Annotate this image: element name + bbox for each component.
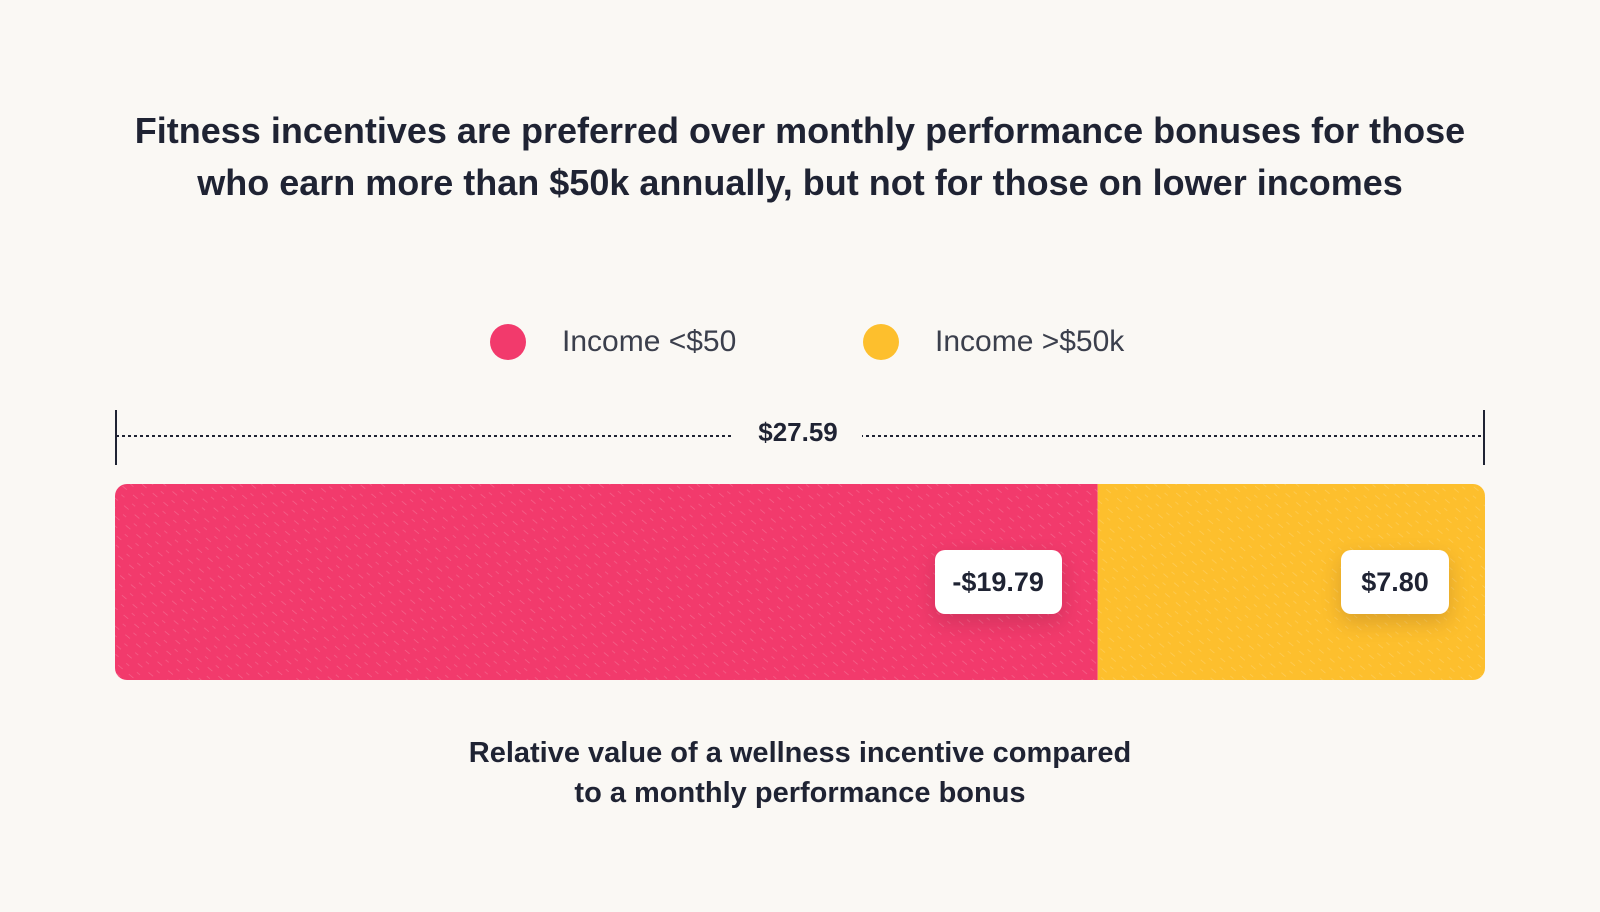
legend-label-low-income: Income <$50 bbox=[562, 325, 737, 358]
legend-swatch-low-income bbox=[490, 324, 526, 360]
legend-item-high-income: Income >$50k bbox=[863, 322, 1124, 362]
chart-title: Fitness incentives are preferred over mo… bbox=[134, 110, 1466, 203]
legend-swatch-high-income bbox=[863, 324, 899, 360]
legend-label-high-income: Income >$50k bbox=[935, 325, 1125, 358]
bar-texture bbox=[115, 484, 1485, 680]
legend-item-low-income: Income <$50 bbox=[490, 322, 736, 362]
stacked-bar bbox=[115, 484, 1485, 680]
caption-line-1: Relative value of a wellness incentive c… bbox=[468, 737, 1132, 769]
bar-value-label-low-income: -$19.79 bbox=[934, 550, 1062, 614]
legend: Income <$50 Income >$50k bbox=[0, 322, 1600, 362]
total-value-label: $27.59 bbox=[734, 417, 862, 448]
bar-value-label-high-income: $7.80 bbox=[1341, 550, 1449, 614]
caption-line-2: to a monthly performance bonus bbox=[574, 777, 1026, 809]
chart-caption: Relative value of a wellness incentive c… bbox=[300, 733, 1300, 813]
